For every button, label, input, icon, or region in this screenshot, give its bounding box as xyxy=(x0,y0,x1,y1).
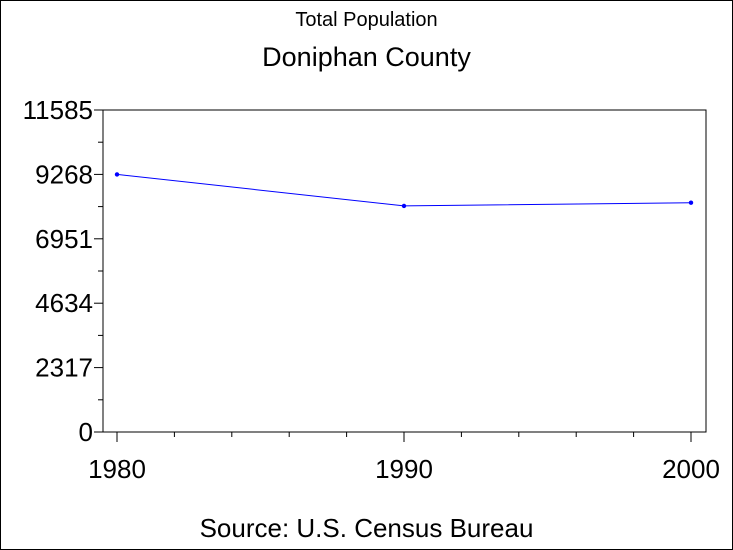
y-tick-label: 4634 xyxy=(35,288,93,318)
chart-title: Doniphan County xyxy=(262,42,471,72)
plot-area xyxy=(102,109,707,433)
x-tick-label: 1980 xyxy=(88,454,146,484)
chart-supertitle: Total Population xyxy=(295,9,438,31)
data-point xyxy=(114,172,120,177)
y-tick-label: 0 xyxy=(79,417,93,447)
data-point xyxy=(401,203,407,209)
x-tick-label: 2000 xyxy=(662,454,720,484)
y-tick-label: 2317 xyxy=(35,353,93,383)
series-line xyxy=(116,173,692,207)
x-tick-label: 1990 xyxy=(375,454,433,484)
y-tick-label: 11585 xyxy=(23,95,93,125)
data-point xyxy=(688,200,694,205)
y-tick-label: 9268 xyxy=(35,159,93,189)
y-tick-label: 6951 xyxy=(35,224,93,254)
source-note: Source: U.S. Census Bureau xyxy=(199,513,534,543)
